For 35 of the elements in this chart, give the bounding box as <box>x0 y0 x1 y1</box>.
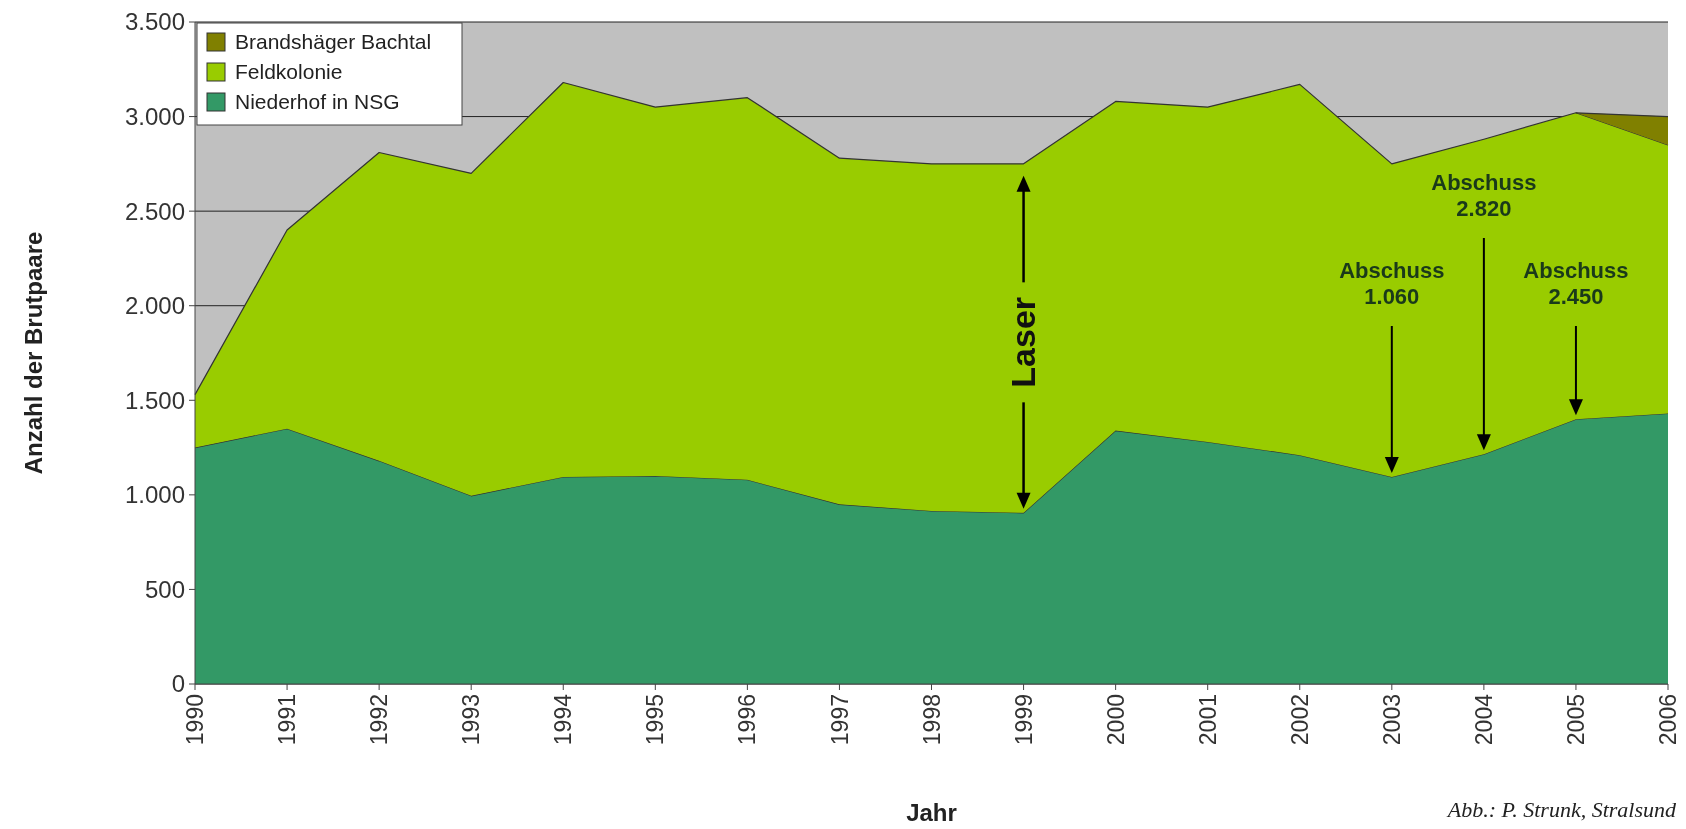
legend-label: Feldkolonie <box>235 60 343 84</box>
x-tick-label: 1990 <box>182 694 209 746</box>
x-tick-label: 1996 <box>734 694 761 746</box>
x-tick-label: 1992 <box>366 694 393 746</box>
y-axis-title: Anzahl der Brutpaare <box>20 231 47 475</box>
y-tick-label: 1.500 <box>124 386 185 414</box>
annotation: Abschuss 1.060 <box>1339 258 1445 309</box>
text: Abb.: P. Strunk, Stralsund <box>1445 797 1677 822</box>
x-tick-label: 1995 <box>642 694 669 746</box>
x-tick-label: 1999 <box>1010 694 1037 746</box>
x-tick-label: 1998 <box>918 694 945 746</box>
y-tick-label: 2.000 <box>124 292 185 320</box>
x-tick-label: 1997 <box>826 694 853 746</box>
x-tick-label: 1991 <box>274 694 301 746</box>
x-tick-label: 2006 <box>1655 694 1682 746</box>
x-tick-label: 1994 <box>550 693 577 746</box>
y-tick-label: 3.000 <box>124 102 185 130</box>
x-tick-label: 2003 <box>1378 694 1405 746</box>
x-tick-label: 2001 <box>1194 694 1221 746</box>
legend-label: Niederhof in NSG <box>235 90 400 114</box>
x-tick-label: 2005 <box>1562 694 1589 746</box>
y-tick-label: 2.500 <box>124 197 185 225</box>
y-tick-label: 500 <box>144 575 185 603</box>
y-tick-label: 1.000 <box>124 481 185 509</box>
annotation: Abschuss 2.450 <box>1523 258 1629 309</box>
x-tick-label: 1993 <box>458 694 485 746</box>
x-tick-label: 2002 <box>1286 694 1313 746</box>
y-tick-label: 0 <box>171 670 185 698</box>
x-tick-label: 2000 <box>1102 694 1129 746</box>
y-tick-label: 3.500 <box>124 8 185 36</box>
annotation: Laser <box>1004 296 1043 388</box>
x-axis-title: Jahr <box>906 799 957 826</box>
legend-label: Brandshäger Bachtal <box>235 30 432 54</box>
annotation: Abschuss 2.820 <box>1431 170 1537 221</box>
x-tick-label: 2004 <box>1470 693 1497 746</box>
